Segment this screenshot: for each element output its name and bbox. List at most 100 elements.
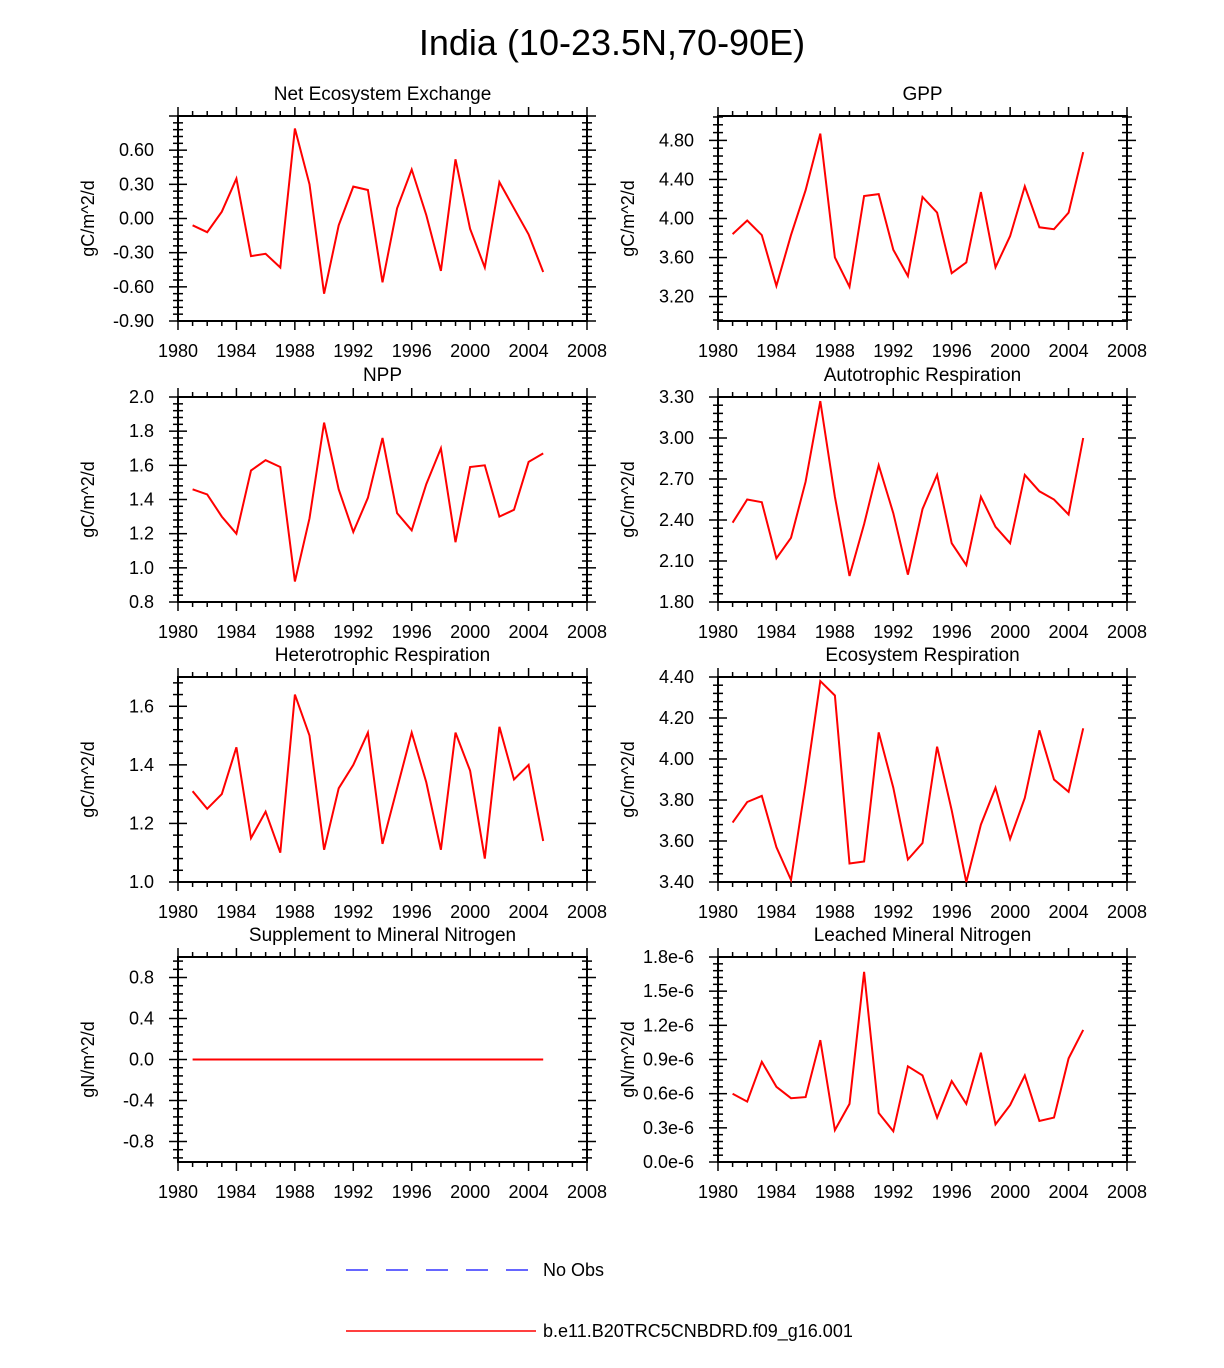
y-tick-label: 3.80 — [659, 790, 694, 810]
panels: Net Ecosystem Exchange gC/m^2/d 1980 1984 19… — [78, 84, 1147, 1202]
x-tick-label: 1980 — [698, 622, 738, 642]
chart-panel: Heterotrophic Respiration gC/m^2/d 1980 198… — [78, 645, 607, 922]
x-tick-label: 1980 — [158, 902, 198, 922]
x-tick-label: 1984 — [216, 622, 256, 642]
y-tick-label: 2.10 — [659, 551, 694, 571]
x-tick-label: 1992 — [333, 1182, 373, 1202]
y-tick-label: 3.60 — [659, 831, 694, 851]
series-line — [732, 971, 1085, 1134]
y-tick-label: 1.6 — [129, 455, 154, 475]
chart-panel: GPP gC/m^2/d 1980 1984 1988 1992 1996 2000 2004 2… — [618, 84, 1147, 361]
series-line — [731, 678, 1085, 884]
y-tick-label: 0.3e-6 — [643, 1118, 694, 1138]
y-tick-label: 2.40 — [659, 510, 694, 530]
x-tick-label: 2008 — [1107, 1182, 1147, 1202]
x-tick-label: 1984 — [756, 902, 796, 922]
x-tick-label: 2000 — [450, 341, 490, 361]
y-tick-label: 4.40 — [659, 667, 694, 687]
x-tick-label: 1992 — [873, 622, 913, 642]
y-tick-label: -0.8 — [123, 1132, 154, 1152]
y-tick-label: -0.4 — [123, 1091, 154, 1111]
x-tick-label: 1988 — [815, 902, 855, 922]
y-tick-label: -0.60 — [113, 277, 154, 297]
panel-title: Net Ecosystem Exchange — [274, 84, 492, 105]
chart-panel: Leached Mineral Nitrogen gN/m^2/d 1980 1984… — [618, 925, 1147, 1202]
x-tick-label: 2000 — [450, 622, 490, 642]
x-tick-label: 1988 — [815, 341, 855, 361]
x-tick-label: 1988 — [815, 622, 855, 642]
y-tick-label: 3.40 — [659, 872, 694, 892]
x-tick-label: 1996 — [932, 622, 972, 642]
y-tick-label: 4.40 — [659, 169, 694, 189]
x-tick-label: 1980 — [158, 622, 198, 642]
y-tick-label: 4.80 — [659, 130, 694, 150]
x-tick-label: 2000 — [450, 1182, 490, 1202]
plot-frame — [177, 676, 588, 883]
y-tick-label: 0.60 — [119, 140, 154, 160]
x-tick-label: 1992 — [333, 341, 373, 361]
x-tick-label: 2004 — [509, 622, 549, 642]
y-tick-label: 2.0 — [129, 387, 154, 407]
plot-frame — [177, 396, 588, 603]
y-tick-label: 1.6 — [129, 696, 154, 716]
panel-title: Supplement to Mineral Nitrogen — [249, 925, 516, 946]
x-tick-label: 1984 — [756, 341, 796, 361]
y-tick-label: 3.60 — [659, 248, 694, 268]
y-tick-label: 0.8 — [129, 592, 154, 612]
x-tick-label: 1980 — [698, 1182, 738, 1202]
chart-panel: Supplement to Mineral Nitrogen gN/m^2/d 19… — [78, 925, 607, 1202]
y-axis-label: gC/m^2/d — [78, 461, 98, 537]
x-tick-label: 1992 — [333, 622, 373, 642]
figure-title: India (10-23.5N,70-90E) — [419, 22, 805, 63]
y-tick-label: -0.30 — [113, 243, 154, 263]
x-tick-label: 1988 — [275, 902, 315, 922]
y-axis-label: gN/m^2/d — [78, 1021, 98, 1097]
series-line — [731, 400, 1085, 577]
x-tick-label: 2004 — [1049, 622, 1089, 642]
panel-title: Autotrophic Respiration — [824, 365, 1022, 386]
x-tick-label: 1980 — [698, 341, 738, 361]
y-tick-label: 1.4 — [129, 490, 154, 510]
x-tick-label: 2008 — [567, 1182, 607, 1202]
x-tick-label: 1996 — [932, 341, 972, 361]
x-tick-label: 2004 — [1049, 902, 1089, 922]
x-tick-label: 2004 — [509, 1182, 549, 1202]
y-tick-label: 3.00 — [659, 428, 694, 448]
legend-label: No Obs — [543, 1260, 604, 1280]
x-tick-label: 1988 — [815, 1182, 855, 1202]
x-tick-label: 1984 — [756, 622, 796, 642]
y-tick-label: 1.2 — [129, 813, 154, 833]
y-tick-label: 1.80 — [659, 592, 694, 612]
legend-label: b.e11.B20TRC5CNBDRD.f09_g16.001 — [543, 1321, 853, 1342]
y-axis-label: gC/m^2/d — [618, 180, 638, 256]
y-tick-label: -0.90 — [113, 311, 154, 331]
series-line — [192, 128, 545, 294]
panel-title: GPP — [902, 84, 942, 105]
series-line — [731, 133, 1085, 291]
plot-frame — [717, 956, 1128, 1163]
y-tick-label: 1.8e-6 — [643, 947, 694, 967]
y-tick-label: 1.0 — [129, 872, 154, 892]
y-tick-label: 1.2 — [129, 524, 154, 544]
x-tick-label: 2004 — [1049, 1182, 1089, 1202]
y-tick-label: 0.0 — [129, 1050, 154, 1070]
y-tick-label: 4.00 — [659, 749, 694, 769]
panel-title: Heterotrophic Respiration — [275, 645, 490, 666]
x-tick-label: 1984 — [216, 902, 256, 922]
plot-frame — [717, 115, 1128, 322]
y-tick-label: 4.20 — [659, 708, 694, 728]
x-tick-label: 1992 — [333, 902, 373, 922]
panel-title: Leached Mineral Nitrogen — [814, 925, 1032, 946]
y-tick-label: 1.2e-6 — [643, 1015, 694, 1035]
x-tick-label: 1984 — [216, 1182, 256, 1202]
series-line — [191, 694, 545, 859]
x-tick-label: 1988 — [275, 341, 315, 361]
chart-panel: NPP gC/m^2/d 1980 1984 1988 1992 1996 2000 2004 2… — [78, 365, 607, 642]
x-tick-label: 1984 — [756, 1182, 796, 1202]
plot-frame — [717, 676, 1128, 883]
x-tick-label: 2008 — [567, 341, 607, 361]
x-tick-label: 1992 — [873, 902, 913, 922]
x-tick-label: 2000 — [990, 622, 1030, 642]
